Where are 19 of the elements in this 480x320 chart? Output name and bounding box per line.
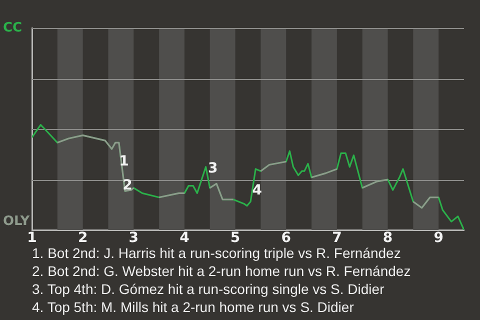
text: OLY (3, 214, 30, 229)
annotation: 1 (119, 153, 129, 170)
x-tick-label: 5 (230, 230, 240, 246)
x-tick-label: 7 (332, 230, 342, 246)
text: 1. Bot 2nd: J. Harris hit a run-scoring triple vs R. Fernández (32, 244, 402, 262)
text: 4. Top 5th: M. Mills hit a 2-run home run vs S. Didier (32, 298, 355, 316)
text: 2. Bot 2nd: G. Webster hit a 2-run home run vs R. Fernández (32, 262, 411, 280)
x-tick-label: 9 (434, 230, 444, 246)
x-tick-label: 4 (180, 230, 190, 246)
x-tick-label: 8 (382, 230, 393, 246)
text: 3. Top 4th: D. Gómez hit a run-scoring single vs S. Didier (32, 280, 386, 298)
x-tick-label: 2 (78, 230, 88, 246)
annotation: 3 (208, 160, 218, 177)
text: CC (3, 20, 22, 36)
annotation: 4 (252, 182, 262, 199)
x-tick-label: 6 (281, 230, 291, 246)
x-tick-label: 3 (128, 230, 139, 246)
x-tick-label: 1 (27, 230, 37, 246)
annotation: 2 (122, 177, 132, 194)
